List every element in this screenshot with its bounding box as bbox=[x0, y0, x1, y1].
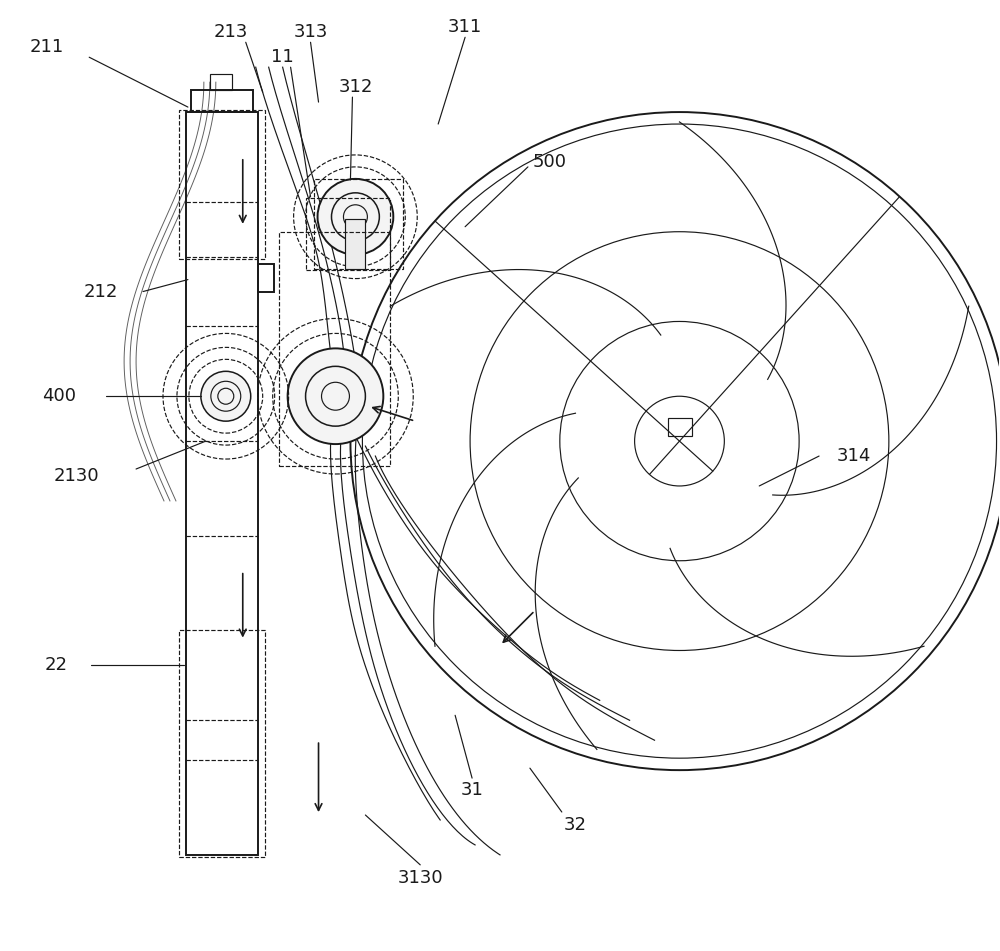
Text: 32: 32 bbox=[563, 816, 586, 834]
Text: 22: 22 bbox=[45, 656, 68, 674]
Circle shape bbox=[288, 348, 383, 444]
Text: 11: 11 bbox=[271, 49, 294, 67]
Bar bbox=[345, 219, 365, 268]
Text: 314: 314 bbox=[837, 447, 871, 465]
Bar bbox=[668, 418, 692, 437]
Text: 500: 500 bbox=[533, 153, 567, 171]
Text: 311: 311 bbox=[448, 18, 482, 36]
Bar bbox=[210, 74, 232, 90]
Text: 213: 213 bbox=[214, 23, 248, 41]
Text: 211: 211 bbox=[29, 38, 63, 56]
Bar bbox=[314, 179, 403, 268]
Text: 312: 312 bbox=[338, 78, 373, 96]
Bar bbox=[186, 112, 258, 855]
Text: 212: 212 bbox=[84, 282, 118, 301]
Circle shape bbox=[201, 371, 251, 421]
Text: 313: 313 bbox=[293, 23, 328, 41]
Bar bbox=[179, 630, 265, 857]
Bar bbox=[191, 90, 253, 112]
Circle shape bbox=[318, 179, 393, 255]
Text: 400: 400 bbox=[42, 387, 76, 405]
Text: 2130: 2130 bbox=[53, 467, 99, 485]
Bar bbox=[258, 263, 274, 292]
Bar bbox=[279, 232, 390, 466]
Bar bbox=[306, 198, 390, 269]
Text: 3130: 3130 bbox=[397, 869, 443, 887]
Text: 31: 31 bbox=[461, 781, 484, 799]
Bar bbox=[179, 110, 265, 259]
